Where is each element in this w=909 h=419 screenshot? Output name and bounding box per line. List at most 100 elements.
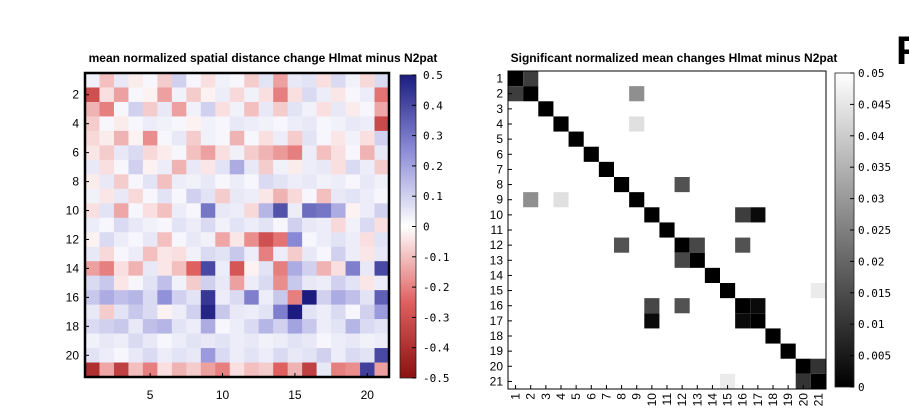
left-cell-r6-c10 — [215, 145, 231, 161]
right-cell-r18-c18 — [765, 328, 781, 344]
left-cell-r10-c1 — [85, 203, 100, 219]
left-cell-r13-c5 — [142, 246, 158, 262]
left-cell-r9-c10 — [215, 188, 231, 204]
left-cell-r3-c7 — [171, 101, 187, 117]
right-xtick-label-21: 21 — [811, 393, 825, 407]
left-cell-r1-c16 — [302, 73, 317, 88]
right-cell-r16-c16 — [735, 298, 751, 314]
left-cell-r18-c12 — [244, 319, 260, 334]
left-cell-r15-c1 — [85, 275, 100, 291]
left-cbar-tick-label-9: -0.4 — [423, 342, 450, 355]
left-cell-r7-c4 — [128, 159, 144, 175]
left-cell-r5-c10 — [215, 130, 231, 146]
left-cell-r3-c10 — [215, 101, 231, 117]
left-cell-r20-c3 — [113, 348, 129, 363]
left-cell-r17-c2 — [99, 304, 115, 320]
left-cell-r10-c20 — [360, 203, 375, 219]
left-cell-r1-c19 — [345, 73, 361, 88]
left-cell-r4-c15 — [287, 116, 303, 132]
left-cell-r21-c19 — [345, 362, 361, 378]
left-cell-r6-c11 — [229, 145, 245, 161]
left-cell-r16-c8 — [186, 290, 202, 305]
right-xtick-label-13: 13 — [690, 393, 704, 407]
left-cell-r9-c20 — [360, 188, 375, 204]
left-cell-r20-c19 — [345, 348, 361, 363]
right-cbar-tick-label-6: 0.02 — [858, 255, 885, 268]
left-cell-r20-c5 — [142, 348, 158, 363]
left-cell-r9-c5 — [142, 188, 158, 204]
left-cell-r19-c16 — [302, 333, 317, 349]
left-cell-r7-c19 — [345, 159, 361, 175]
left-cell-r13-c19 — [345, 246, 361, 262]
right-ytick-label-14: 14 — [490, 268, 504, 282]
left-cell-r10-c15 — [287, 203, 303, 219]
right-cell-r3-c3 — [538, 101, 554, 117]
left-cell-r7-c20 — [360, 159, 375, 175]
right-xtick-label-14: 14 — [705, 393, 719, 407]
left-cell-r2-c6 — [157, 87, 173, 103]
left-ytick-label-12: 12 — [66, 232, 80, 246]
left-cell-r16-c12 — [244, 290, 260, 305]
left-cell-r11-c18 — [331, 217, 346, 233]
right-cell-r1-c2 — [523, 71, 539, 87]
left-cell-r15-c5 — [142, 275, 158, 291]
left-cell-r5-c12 — [244, 130, 260, 146]
left-cell-r5-c9 — [200, 130, 216, 146]
left-cell-r20-c10 — [215, 348, 231, 363]
right-cell-r12-c12 — [674, 237, 690, 253]
left-cell-r7-c17 — [316, 159, 332, 175]
left-cell-r8-c18 — [331, 174, 346, 190]
left-cell-r18-c8 — [186, 319, 202, 334]
right-cell-r15-c15 — [720, 283, 736, 299]
left-cell-r12-c10 — [215, 232, 231, 248]
left-cell-r20-c16 — [302, 348, 317, 363]
left-cell-r4-c9 — [200, 116, 216, 132]
left-cell-r14-c1 — [85, 261, 100, 276]
left-cell-r15-c14 — [273, 275, 288, 291]
left-cell-r2-c9 — [200, 87, 216, 103]
right-cell-r16-c12 — [674, 298, 690, 314]
left-cell-r16-c2 — [99, 290, 115, 305]
left-cell-r5-c5 — [142, 130, 158, 146]
left-cell-r14-c15 — [287, 261, 303, 276]
left-cell-r1-c6 — [157, 73, 173, 88]
left-cell-r1-c3 — [113, 73, 129, 88]
left-cell-r4-c14 — [273, 116, 288, 132]
left-cell-r16-c4 — [128, 290, 144, 305]
left-cell-r12-c17 — [316, 232, 332, 248]
right-cell-r9-c4 — [553, 192, 569, 208]
right-ytick-label-18: 18 — [490, 329, 504, 343]
left-cell-r14-c6 — [157, 261, 173, 276]
left-cell-r2-c11 — [229, 87, 245, 103]
left-cell-r19-c10 — [215, 333, 231, 349]
left-cell-r13-c11 — [229, 246, 245, 262]
left-cell-r17-c11 — [229, 304, 245, 320]
left-cell-r11-c17 — [316, 217, 332, 233]
left-cell-r10-c13 — [258, 203, 274, 219]
left-cell-r3-c4 — [128, 101, 144, 117]
left-cell-r10-c3 — [113, 203, 129, 219]
left-cell-r8-c4 — [128, 174, 144, 190]
left-cell-r4-c19 — [345, 116, 361, 132]
left-cell-r3-c6 — [157, 101, 173, 117]
left-cell-r19-c19 — [345, 333, 361, 349]
left-cell-r15-c17 — [316, 275, 332, 291]
left-cell-r1-c10 — [215, 73, 231, 88]
left-cell-r14-c11 — [229, 261, 245, 276]
left-cell-r19-c9 — [200, 333, 216, 349]
left-cell-r15-c10 — [215, 275, 231, 291]
left-cell-r13-c2 — [99, 246, 115, 262]
left-cell-r21-c12 — [244, 362, 260, 378]
left-cell-r10-c17 — [316, 203, 332, 219]
left-cbar-tick-label-2: 0.3 — [423, 130, 443, 143]
left-cell-r10-c10 — [215, 203, 231, 219]
left-cell-r1-c8 — [186, 73, 202, 88]
left-cell-r2-c7 — [171, 87, 187, 103]
left-cell-r10-c2 — [99, 203, 115, 219]
right-xtick-label-16: 16 — [736, 393, 750, 407]
left-cell-r16-c17 — [316, 290, 332, 305]
left-cell-r6-c21 — [374, 145, 390, 161]
right-cell-r21-c15 — [720, 373, 736, 389]
left-cell-r9-c9 — [200, 188, 216, 204]
right-cell-r20-c20 — [795, 358, 811, 374]
